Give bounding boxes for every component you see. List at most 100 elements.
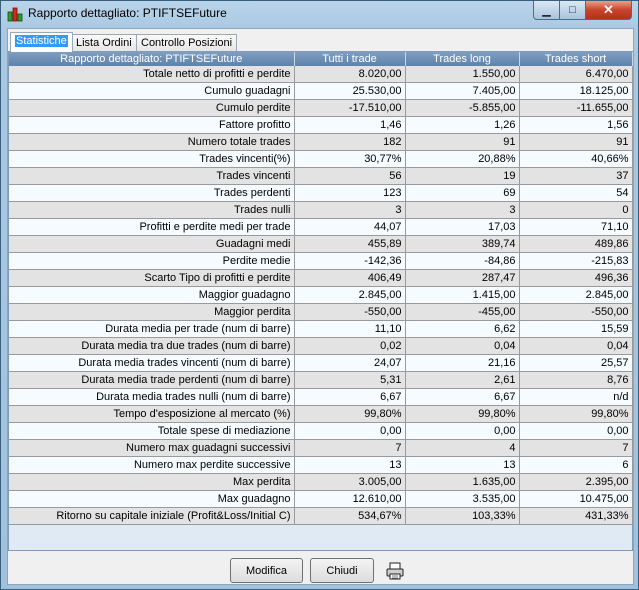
- maximize-button[interactable]: □: [559, 1, 586, 20]
- table-row[interactable]: Cumulo perdite -17.510,00 -5.855,00 -11.655…: [9, 99, 633, 117]
- metric-label-cell: Cumulo guadagni: [9, 82, 295, 100]
- table-row[interactable]: Totale spese di mediazione 0,00 0,00 0,00: [9, 422, 633, 440]
- modifica-button[interactable]: Modifica: [230, 558, 303, 583]
- table-row[interactable]: Trades perdenti 123 69 54: [9, 184, 633, 202]
- tab-controllo-posizioni[interactable]: Controllo Posizioni: [136, 34, 238, 51]
- column-header-short[interactable]: Trades short: [519, 52, 633, 66]
- short-trades-cell: 496,36: [519, 269, 633, 287]
- table-row[interactable]: Maggior guadagno 2.845,00 1.415,00 2.845,00: [9, 286, 633, 304]
- long-trades-cell: 7.405,00: [405, 82, 520, 100]
- table-row[interactable]: Durata media tra due trades (num di barr…: [9, 337, 633, 355]
- table-row[interactable]: Durata media trades nulli (num di barre)…: [9, 388, 633, 406]
- short-trades-cell: 0,04: [519, 337, 633, 355]
- metric-label-cell: Durata media trade perdenti (num di barr…: [9, 371, 295, 389]
- metric-label-cell: Numero max perdite successive: [9, 456, 295, 474]
- long-trades-cell: 19: [405, 167, 520, 185]
- short-trades-cell: 489,86: [519, 235, 633, 253]
- minimize-button[interactable]: ▁: [533, 1, 560, 20]
- all-trades-cell: 1,46: [294, 116, 406, 134]
- printer-icon[interactable]: [385, 561, 405, 581]
- tab-statistiche[interactable]: Statistiche: [10, 32, 73, 52]
- short-trades-cell: 2.395,00: [519, 473, 633, 491]
- table-row[interactable]: Max guadagno 12.610,00 3.535,00 10.475,00: [9, 490, 633, 508]
- close-icon: ✕: [603, 2, 614, 17]
- short-trades-cell: 8,76: [519, 371, 633, 389]
- all-trades-cell: 11,10: [294, 320, 406, 338]
- table-row[interactable]: Scarto Tipo di profitti e perdite 406,49 2…: [9, 269, 633, 287]
- long-trades-cell: 20,88%: [405, 150, 520, 168]
- maximize-icon: □: [569, 4, 576, 16]
- long-trades-cell: 3: [405, 201, 520, 219]
- long-trades-cell: 103,33%: [405, 507, 520, 525]
- short-trades-cell: 91: [519, 133, 633, 151]
- short-trades-cell: 6: [519, 456, 633, 474]
- long-trades-cell: 6,67: [405, 388, 520, 406]
- all-trades-cell: 99,80%: [294, 405, 406, 423]
- table-row[interactable]: Maggior perdita -550,00 -455,00 -550,00: [9, 303, 633, 321]
- metric-label-cell: Tempo d'esposizione al mercato (%): [9, 405, 295, 423]
- short-trades-cell: 71,10: [519, 218, 633, 236]
- table-row[interactable]: Fattore profitto 1,46 1,26 1,56: [9, 116, 633, 134]
- short-trades-cell: 10.475,00: [519, 490, 633, 508]
- all-trades-cell: 7: [294, 439, 406, 457]
- table-row[interactable]: Durata media trade perdenti (num di barr…: [9, 371, 633, 389]
- metric-label-cell: Scarto Tipo di profitti e perdite: [9, 269, 295, 287]
- short-trades-cell: 99,80%: [519, 405, 633, 423]
- table-row[interactable]: Durata media per trade (num di barre) 11,…: [9, 320, 633, 338]
- short-trades-cell: -215,83: [519, 252, 633, 270]
- table-row[interactable]: Perdite medie -142,36 -84,86 -215,83: [9, 252, 633, 270]
- all-trades-cell: 8.020,00: [294, 66, 406, 83]
- all-trades-cell: 123: [294, 184, 406, 202]
- metric-label-cell: Totale spese di mediazione: [9, 422, 295, 440]
- table-row[interactable]: Trades vincenti 56 19 37: [9, 167, 633, 185]
- column-header-long[interactable]: Trades long: [405, 52, 520, 66]
- table-body: Totale netto di profitti e perdite 8.020,…: [9, 66, 633, 525]
- short-trades-cell: n/d: [519, 388, 633, 406]
- long-trades-cell: 21,16: [405, 354, 520, 372]
- table-row[interactable]: Totale netto di profitti e perdite 8.020,…: [9, 66, 633, 83]
- chiudi-button[interactable]: Chiudi: [310, 558, 374, 583]
- column-header-all[interactable]: Tutti i trade: [294, 52, 406, 66]
- metric-label-cell: Guadagni medi: [9, 235, 295, 253]
- table-row[interactable]: Durata media trades vincenti (num di bar…: [9, 354, 633, 372]
- all-trades-cell: 3: [294, 201, 406, 219]
- metric-label-cell: Durata media tra due trades (num di barr…: [9, 337, 295, 355]
- metric-label-cell: Max perdita: [9, 473, 295, 491]
- column-header-metric[interactable]: Rapporto dettagliato: PTIFTSEFuture: [9, 52, 295, 66]
- table-row[interactable]: Cumulo guadagni 25.530,00 7.405,00 18.125,0…: [9, 82, 633, 100]
- long-trades-cell: 6,62: [405, 320, 520, 338]
- long-trades-cell: 287,47: [405, 269, 520, 287]
- table-row[interactable]: Profitti e perdite medi per trade 44,07 17…: [9, 218, 633, 236]
- short-trades-cell: 25,57: [519, 354, 633, 372]
- tab-label: Statistiche: [15, 35, 68, 47]
- table-row[interactable]: Numero max perdite successive 13 13 6: [9, 456, 633, 474]
- all-trades-cell: 24,07: [294, 354, 406, 372]
- dialog-client: Statistiche Lista Ordini Controllo Posiz…: [7, 28, 634, 585]
- tab-lista-ordini[interactable]: Lista Ordini: [71, 34, 137, 51]
- metric-label-cell: Maggior guadagno: [9, 286, 295, 304]
- title-bar[interactable]: Rapporto dettagliato: PTIFTSEFuture ▁ □ …: [1, 1, 638, 27]
- tab-label: Controllo Posizioni: [141, 37, 233, 49]
- all-trades-cell: -17.510,00: [294, 99, 406, 117]
- metric-label-cell: Trades nulli: [9, 201, 295, 219]
- metric-label-cell: Maggior perdita: [9, 303, 295, 321]
- short-trades-cell: 15,59: [519, 320, 633, 338]
- short-trades-cell: 0: [519, 201, 633, 219]
- all-trades-cell: 56: [294, 167, 406, 185]
- table-row[interactable]: Numero totale trades 182 91 91: [9, 133, 633, 151]
- short-trades-cell: 2.845,00: [519, 286, 633, 304]
- long-trades-cell: 1.415,00: [405, 286, 520, 304]
- table-row[interactable]: Trades vincenti(%) 30,77% 20,88% 40,66%: [9, 150, 633, 168]
- metric-label-cell: Ritorno su capitale iniziale (Profit&Los…: [9, 507, 295, 525]
- table-row[interactable]: Tempo d'esposizione al mercato (%) 99,80%…: [9, 405, 633, 423]
- table-row[interactable]: Ritorno su capitale iniziale (Profit&Los…: [9, 507, 633, 525]
- close-button[interactable]: ✕: [585, 1, 632, 20]
- table-row[interactable]: Guadagni medi 455,89 389,74 489,86: [9, 235, 633, 253]
- table-row[interactable]: Trades nulli 3 3 0: [9, 201, 633, 219]
- table-row[interactable]: Numero max guadagni successivi 7 4 7: [9, 439, 633, 457]
- all-trades-cell: 182: [294, 133, 406, 151]
- table-row[interactable]: Max perdita 3.005,00 1.635,00 2.395,00: [9, 473, 633, 491]
- minimize-icon: ▁: [542, 4, 551, 17]
- all-trades-cell: 0,00: [294, 422, 406, 440]
- all-trades-cell: 44,07: [294, 218, 406, 236]
